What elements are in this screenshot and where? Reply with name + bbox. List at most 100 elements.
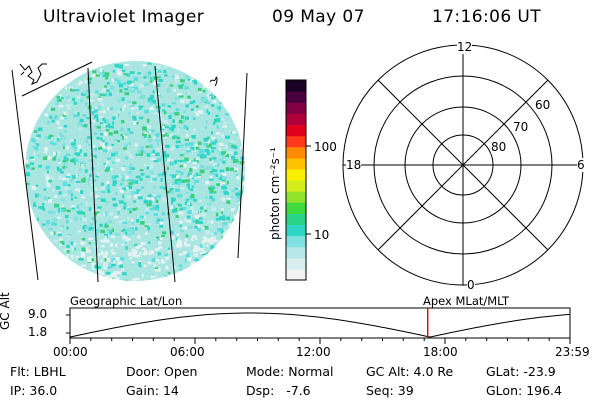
uv-pixel — [169, 128, 173, 131]
uv-pixel — [200, 248, 204, 251]
uv-pixel — [109, 132, 113, 135]
x-tick-label: 23:59 — [555, 345, 590, 359]
uv-pixel — [95, 125, 98, 127]
uv-pixel — [78, 258, 81, 261]
uv-pixel — [156, 237, 159, 239]
uv-pixel — [145, 225, 149, 227]
uv-pixel — [122, 272, 126, 275]
uv-pixel — [240, 146, 242, 149]
uv-pixel — [79, 81, 83, 85]
uv-pixel — [122, 195, 124, 199]
uv-pixel — [71, 205, 75, 208]
uv-pixel — [205, 181, 209, 185]
uv-pixel — [80, 99, 83, 102]
uv-pixel — [173, 178, 175, 181]
uv-pixel — [72, 98, 75, 101]
uv-pixel — [129, 211, 132, 213]
uv-pixel — [156, 217, 159, 219]
uv-pixel — [175, 208, 177, 211]
uv-pixel — [185, 179, 190, 182]
uv-pixel — [95, 114, 97, 116]
uv-pixel — [147, 204, 152, 207]
uv-pixel — [92, 74, 96, 77]
uv-pixel — [81, 265, 86, 267]
uv-pixel — [74, 102, 77, 105]
uv-pixel — [143, 64, 147, 66]
uv-pixel — [190, 188, 194, 191]
uv-pixel — [181, 172, 184, 175]
uv-pixel — [58, 159, 61, 162]
uv-pixel — [106, 272, 111, 275]
uv-pixel — [144, 200, 149, 204]
uv-pixel — [96, 74, 100, 76]
uv-pixel — [103, 75, 107, 78]
uv-pixel — [225, 113, 230, 116]
uv-pixel — [141, 187, 144, 190]
uv-pixel — [60, 199, 65, 201]
uv-pixel — [104, 133, 108, 136]
uv-pixel — [87, 246, 89, 249]
uv-pixel — [26, 160, 28, 163]
uv-pixel — [119, 89, 122, 92]
uv-pixel — [134, 87, 138, 90]
uv-pixel — [51, 222, 55, 226]
meta-mode: Mode: Normal — [246, 364, 334, 379]
polar-plot — [343, 45, 583, 285]
uv-pixel — [180, 213, 184, 217]
uv-pixel — [192, 218, 195, 221]
colorbar-swatch — [286, 213, 306, 225]
uv-pixel — [111, 249, 114, 252]
uv-pixel — [128, 228, 132, 231]
uv-pixel — [127, 101, 131, 104]
uv-pixel — [185, 75, 188, 78]
uv-pixel — [167, 167, 169, 170]
uv-pixel — [228, 151, 233, 154]
uv-pixel — [122, 235, 125, 239]
uv-pixel — [71, 198, 73, 201]
uv-pixel — [189, 142, 194, 146]
uv-pixel — [204, 207, 206, 210]
uv-pixel — [167, 88, 170, 92]
uv-pixel — [137, 90, 142, 93]
colorbar-swatch — [286, 102, 306, 114]
uv-pixel — [135, 180, 138, 184]
uv-pixel — [127, 196, 131, 198]
uv-pixel — [132, 261, 135, 264]
uv-pixel — [204, 256, 208, 260]
uv-pixel — [122, 179, 125, 182]
uv-pixel — [107, 147, 112, 150]
uv-pixel — [67, 227, 69, 230]
uv-pixel — [85, 140, 88, 144]
uv-pixel — [162, 212, 165, 216]
meta-flt: Flt: LBHL — [10, 364, 66, 379]
uv-pixel — [75, 111, 77, 114]
uv-pixel — [221, 136, 225, 138]
uv-pixel — [106, 119, 109, 123]
uv-pixel — [125, 232, 127, 235]
uv-pixel — [58, 99, 62, 102]
uv-pixel — [176, 108, 180, 111]
uv-pixel — [81, 164, 85, 168]
uv-pixel — [140, 221, 144, 225]
uv-pixel — [185, 239, 188, 242]
uv-pixel — [202, 240, 206, 244]
uv-pixel — [211, 131, 213, 134]
uv-pixel — [100, 68, 102, 72]
uv-pixel — [93, 145, 95, 148]
uv-pixel — [120, 183, 123, 186]
uv-pixel — [97, 197, 101, 199]
uv-pixel — [133, 208, 137, 211]
uv-pixel — [193, 118, 196, 120]
uv-pixel — [167, 132, 169, 136]
meta-glat: GLat: -23.9 — [486, 364, 556, 379]
uv-pixel — [112, 198, 116, 201]
uv-pixel — [96, 137, 99, 140]
uv-pixel — [71, 255, 74, 259]
uv-pixel — [167, 158, 171, 161]
colorbar-swatch — [286, 180, 306, 192]
uv-pixel — [124, 144, 128, 147]
uv-pixel — [86, 250, 91, 253]
uv-pixel — [33, 202, 35, 205]
uv-pixel — [158, 79, 163, 82]
